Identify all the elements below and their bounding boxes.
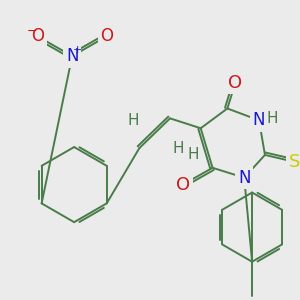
Text: H: H: [266, 111, 278, 126]
Text: H: H: [128, 113, 139, 128]
Text: O: O: [176, 176, 190, 194]
Text: +: +: [72, 45, 82, 55]
Text: H: H: [187, 147, 199, 162]
Text: H: H: [172, 140, 184, 155]
Text: −: −: [26, 25, 37, 38]
Text: N: N: [253, 111, 265, 129]
Text: N: N: [66, 47, 78, 65]
Text: N: N: [238, 169, 250, 187]
Text: O: O: [228, 74, 242, 92]
Text: O: O: [31, 27, 44, 45]
Text: S: S: [289, 153, 300, 171]
Text: O: O: [100, 27, 113, 45]
